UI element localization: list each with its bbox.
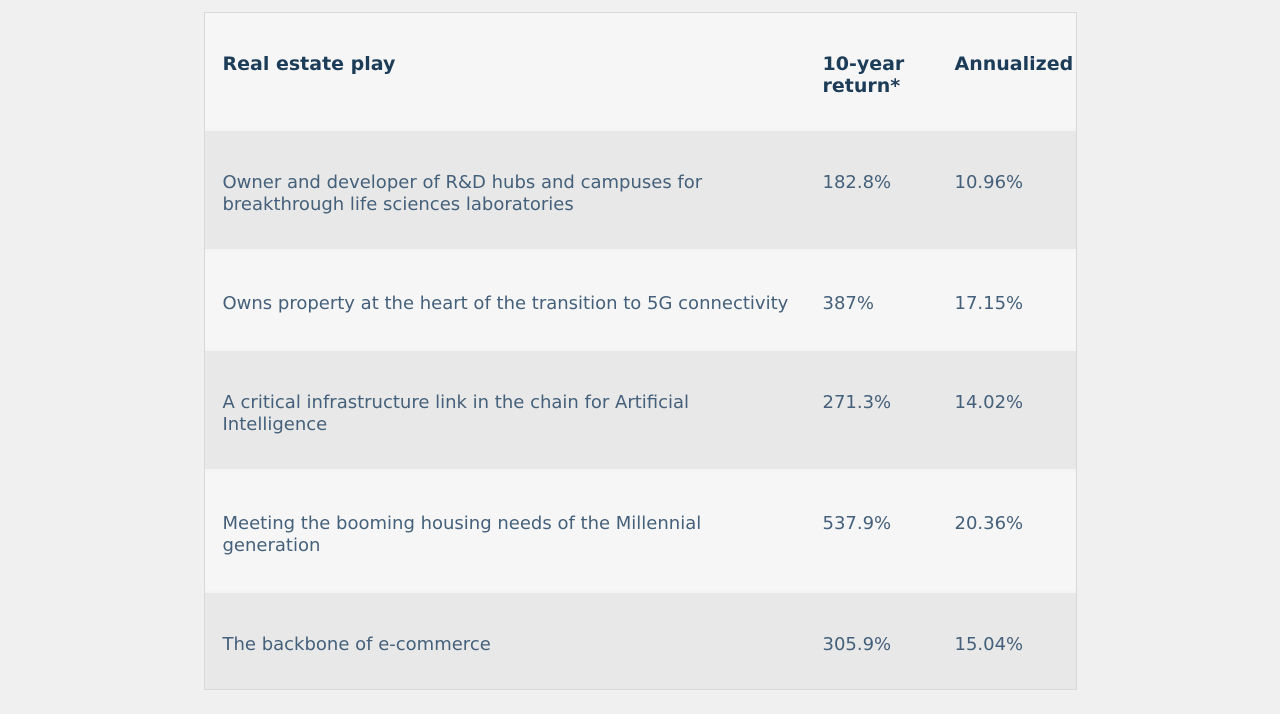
real-estate-returns-table-container: Real estate play 10-year return* Annuali… [203,12,1077,690]
annualized-return-cell: 20.36% [936,469,1076,590]
table-row: Owns property at the heart of the transi… [204,249,1076,348]
ten-year-return-cell: 182.8% [804,128,937,249]
play-description-cell: Owner and developer of R&D hubs and camp… [204,128,805,249]
column-header-annualized: Annualized [936,13,1076,128]
table-header-row: Real estate play 10-year return* Annuali… [204,13,1076,128]
play-description-cell: Owns property at the heart of the transi… [204,249,805,348]
play-description-cell: A critical infrastructure link in the ch… [204,348,805,469]
play-description-cell: Meeting the booming housing needs of the… [204,469,805,590]
annualized-return-cell: 14.02% [936,348,1076,469]
annualized-return-cell: 17.15% [936,249,1076,348]
column-header-10-year-return: 10-year return* [804,13,937,128]
ten-year-return-cell: 387% [804,249,937,348]
ten-year-return-cell: 537.9% [804,469,937,590]
ten-year-return-cell: 305.9% [804,590,937,689]
column-header-real-estate-play: Real estate play [204,13,805,128]
play-description-cell: The backbone of e-commerce [204,590,805,689]
table-row: A critical infrastructure link in the ch… [204,348,1076,469]
table-row: Owner and developer of R&D hubs and camp… [204,128,1076,249]
real-estate-returns-table: Real estate play 10-year return* Annuali… [204,13,1076,689]
annualized-return-cell: 15.04% [936,590,1076,689]
annualized-return-cell: 10.96% [936,128,1076,249]
ten-year-return-cell: 271.3% [804,348,937,469]
table-row: The backbone of e-commerce 305.9% 15.04% [204,590,1076,689]
table-row: Meeting the booming housing needs of the… [204,469,1076,590]
